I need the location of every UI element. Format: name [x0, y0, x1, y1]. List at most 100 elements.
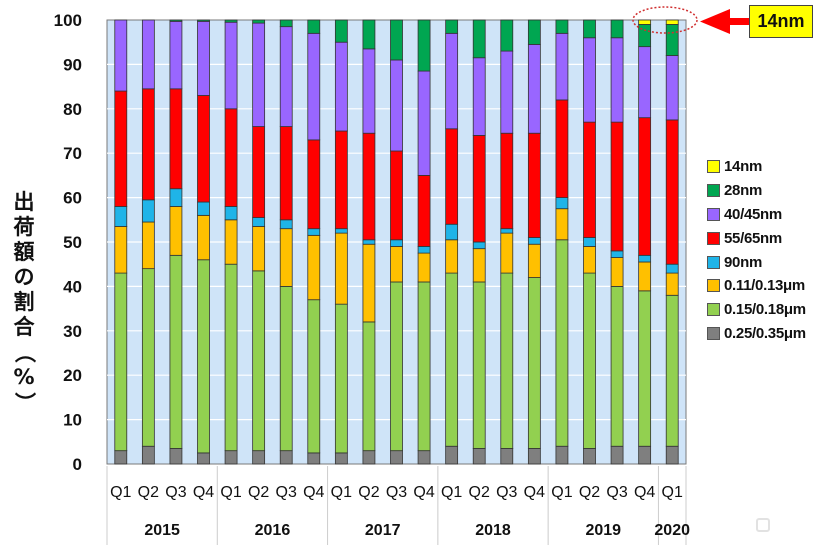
bar-segment	[527, 448, 541, 465]
legend-label: 0.25/0.35μm	[724, 324, 806, 342]
bar-segment	[665, 119, 679, 265]
bar-segment	[141, 268, 155, 447]
y-axis-label-char: %	[13, 365, 35, 389]
bar-segment	[527, 237, 541, 245]
x-year-label: 2019	[585, 522, 621, 539]
bar-segment	[638, 445, 652, 465]
bar-segment	[362, 19, 376, 50]
legend-label: 28nm	[724, 182, 762, 200]
bar-segment	[141, 19, 155, 90]
bar-segment	[334, 232, 348, 305]
legend-item: 90nm	[707, 250, 827, 274]
legend-item: 0.11/0.13μm	[707, 274, 827, 298]
bar-segment	[141, 88, 155, 201]
bar-segment	[500, 448, 514, 465]
bar-segment	[610, 37, 624, 123]
bar-segment	[279, 26, 293, 127]
bar-segment	[334, 303, 348, 454]
bar-segment	[638, 261, 652, 292]
bar-segment	[638, 46, 652, 119]
bar-segment	[390, 19, 403, 61]
bar-segment	[307, 299, 321, 454]
x-category-label: Q2	[358, 484, 379, 501]
bar-segment	[583, 448, 596, 465]
bar-segment	[500, 272, 514, 449]
bar-segment	[252, 226, 266, 272]
bar-segment	[500, 228, 514, 234]
watermark-logo-icon	[756, 518, 770, 532]
bar-segment	[665, 272, 679, 296]
bar-segment	[279, 126, 293, 221]
bar-segment	[141, 221, 155, 270]
bar-segment	[472, 248, 486, 283]
y-axis-label-char: 額	[13, 240, 35, 264]
legend-label: 90nm	[724, 253, 762, 271]
bar-segment	[279, 19, 293, 28]
legend-label: 0.15/0.18μm	[724, 301, 806, 319]
bar-segment	[224, 19, 238, 23]
bar-segment	[252, 270, 266, 452]
legend-item: 55/65nm	[707, 226, 827, 250]
bar-segment	[417, 70, 431, 176]
bar-segment	[224, 450, 238, 465]
bar-segment	[610, 121, 624, 252]
bar-segment	[555, 99, 569, 198]
y-tick-label: 80	[63, 100, 82, 119]
legend-item: 14nm	[707, 155, 827, 179]
bar-segment	[555, 445, 569, 465]
bar-segment	[665, 19, 679, 25]
bar-segment	[610, 445, 624, 465]
bar-segment	[141, 445, 155, 465]
bar-segment	[252, 217, 266, 227]
legend-label: 0.11/0.13μm	[724, 277, 805, 295]
bars	[114, 19, 679, 465]
bar-segment	[417, 281, 431, 452]
bar-segment	[334, 130, 348, 230]
bar-segment	[279, 450, 293, 465]
bar-segment	[224, 206, 238, 221]
x-category-label: Q3	[276, 484, 297, 501]
x-category-label: Q3	[496, 484, 517, 501]
bar-segment	[390, 281, 403, 452]
y-tick-label: 100	[54, 11, 82, 30]
x-category-label: Q3	[165, 484, 186, 501]
bar-segment	[141, 199, 155, 223]
bar-segment	[169, 188, 183, 207]
bar-segment	[527, 132, 541, 238]
bar-segment	[472, 448, 486, 465]
callout-arrow	[700, 9, 750, 34]
x-category-label: Q1	[551, 484, 572, 501]
bar-segment	[500, 232, 514, 274]
y-axis-label-char: 出	[13, 190, 35, 214]
bar-segment	[390, 150, 403, 241]
bar-segment	[252, 450, 266, 465]
y-axis-label-char: （	[12, 342, 37, 363]
bar-segment	[114, 19, 128, 92]
bar-segment	[279, 228, 293, 287]
x-category-label: Q3	[606, 484, 627, 501]
legend-swatch	[707, 184, 720, 198]
x-year-label: 2016	[255, 522, 291, 539]
y-tick-label: 60	[63, 189, 82, 208]
bar-segment	[555, 197, 569, 210]
y-axis-label: 出荷額の割合 （% ）	[10, 190, 38, 415]
bar-segment	[169, 88, 183, 190]
bar-segment	[169, 206, 183, 256]
bar-segment	[390, 59, 403, 152]
bar-segment	[169, 20, 183, 90]
bar-segment	[252, 22, 266, 127]
bar-segment	[197, 452, 210, 465]
x-category-label: Q1	[331, 484, 352, 501]
bar-segment	[610, 19, 624, 39]
bar-segment	[307, 234, 321, 301]
x-year-label: 2018	[475, 522, 511, 539]
bar-segment	[114, 272, 128, 452]
bar-segment	[417, 19, 431, 72]
y-tick-label: 20	[63, 366, 82, 385]
legend-swatch	[707, 255, 720, 269]
bar-segment	[610, 285, 624, 447]
y-tick-label: 40	[63, 277, 82, 296]
x-category-label: Q2	[469, 484, 490, 501]
bar-segment	[527, 19, 541, 45]
bar-segment	[555, 208, 569, 241]
